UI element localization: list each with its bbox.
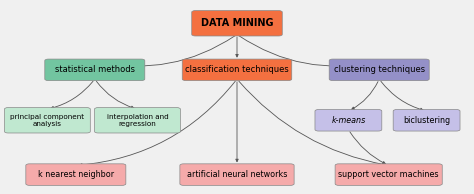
FancyBboxPatch shape (94, 107, 180, 133)
FancyArrowPatch shape (239, 81, 385, 165)
FancyBboxPatch shape (45, 59, 145, 81)
FancyArrowPatch shape (96, 81, 134, 108)
Text: statistical methods: statistical methods (55, 65, 135, 74)
FancyBboxPatch shape (335, 164, 442, 185)
Text: principal component
analysis: principal component analysis (10, 114, 84, 127)
FancyArrowPatch shape (80, 81, 235, 166)
Text: classification techniques: classification techniques (185, 65, 289, 74)
Text: DATA MINING: DATA MINING (201, 18, 273, 28)
FancyArrowPatch shape (99, 36, 235, 66)
Text: clustering techniques: clustering techniques (334, 65, 425, 74)
FancyArrowPatch shape (51, 81, 93, 109)
FancyArrowPatch shape (352, 81, 378, 109)
FancyArrowPatch shape (236, 37, 238, 57)
Text: biclustering: biclustering (403, 116, 450, 125)
Text: k nearest neighbor: k nearest neighbor (38, 170, 114, 179)
FancyBboxPatch shape (315, 109, 382, 131)
FancyBboxPatch shape (329, 59, 429, 81)
Text: artificial neural networks: artificial neural networks (187, 170, 287, 179)
FancyBboxPatch shape (393, 109, 460, 131)
FancyArrowPatch shape (236, 82, 238, 162)
FancyArrowPatch shape (350, 132, 385, 164)
FancyArrowPatch shape (239, 36, 375, 66)
FancyBboxPatch shape (180, 164, 294, 185)
Text: support vector machines: support vector machines (338, 170, 439, 179)
Text: k-means: k-means (331, 116, 365, 125)
FancyBboxPatch shape (5, 107, 90, 133)
FancyBboxPatch shape (182, 59, 292, 81)
FancyArrowPatch shape (381, 81, 423, 111)
Text: interpolation and
regression: interpolation and regression (107, 114, 168, 127)
FancyBboxPatch shape (26, 164, 126, 185)
FancyBboxPatch shape (191, 11, 282, 36)
